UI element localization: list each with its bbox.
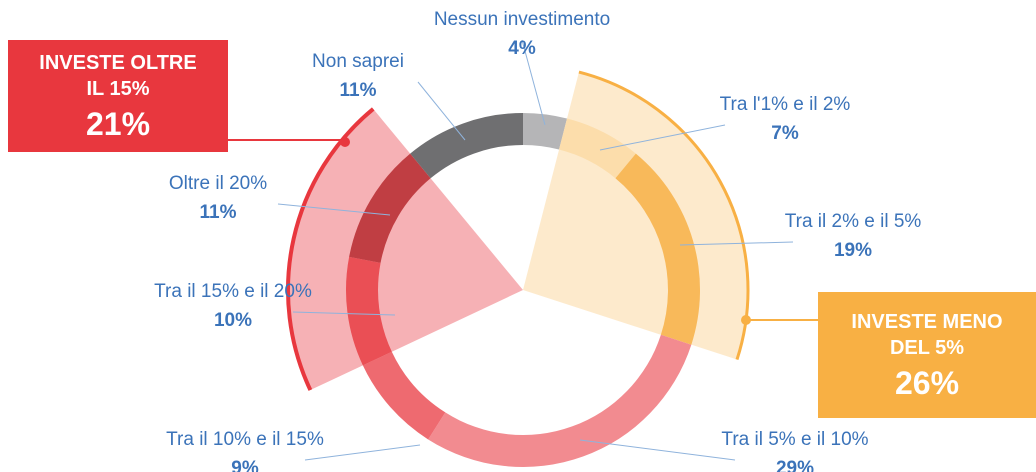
leader-line [277,203,391,216]
leader-line [579,439,736,461]
slice [346,256,392,366]
slice-label: Oltre il 20% [169,173,267,194]
group-overlay [346,153,431,366]
slice-value: 4% [508,38,536,59]
callout: INVESTE OLTRE IL 15% 21% [8,40,228,152]
group-arc [578,70,750,360]
leader-line [417,81,466,141]
slice [428,334,692,467]
leader-line [521,39,546,126]
slice [349,153,431,263]
slice-value: 11% [340,80,377,101]
slice-label: Nessun investimento [434,9,610,30]
slice-label: Tra il 15% e il 20% [154,281,312,302]
slice-value: 7% [771,123,799,144]
slice-label: Tra l'1% e il 2% [720,94,851,115]
slice [615,153,700,345]
leader-line [679,241,794,246]
slice-label: Non saprei [312,51,404,72]
slice-value: 11% [200,202,237,223]
slice [410,113,523,179]
callout-value: 26% [894,364,960,401]
callout-label: INVESTE OLTRE IL 15% [39,51,197,100]
slice-value: 29% [776,458,814,472]
callout: INVESTE MENO DEL 5% 26% [818,292,1036,418]
leader-line [292,311,396,316]
slice [362,351,446,440]
leader-line [599,124,726,151]
leader-line [304,444,421,461]
callout-value: 21% [85,105,151,142]
slice-label: Tra il 10% e il 15% [166,429,324,450]
slice-value: 10% [214,310,252,331]
group-wedge [288,108,523,391]
connector-dot [340,137,350,147]
slice-value: 19% [834,240,872,261]
callout-label: INVESTE MENO DEL 5% [851,310,1003,359]
group-wedge [523,72,748,360]
slice [523,113,568,150]
slice-label: Tra il 5% e il 10% [721,429,868,450]
slice-label: Tra il 2% e il 5% [785,211,922,232]
connector-dot [741,315,751,325]
slice [559,118,636,179]
group-overlay [559,118,700,345]
slice-value: 9% [231,458,259,472]
